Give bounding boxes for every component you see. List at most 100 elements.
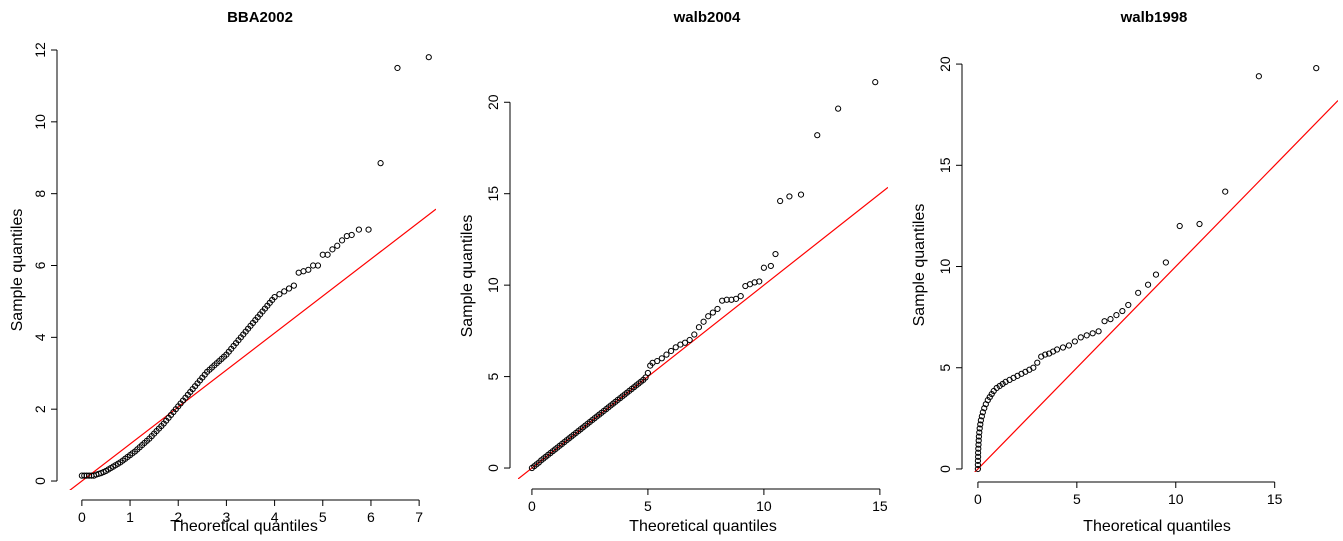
x-tick-label: 15 — [1267, 491, 1283, 507]
data-point — [737, 293, 744, 300]
data-point — [975, 441, 982, 448]
data-point — [681, 339, 689, 346]
data-point — [1083, 332, 1090, 339]
data-point — [305, 266, 312, 273]
x-tick-label: 10 — [756, 498, 772, 514]
data-point — [772, 250, 779, 258]
data-point — [1119, 307, 1126, 315]
data-point — [767, 262, 774, 270]
y-axis-label: Sample quantiles — [911, 204, 928, 327]
y-tick-label: 6 — [32, 261, 48, 269]
data-point — [705, 313, 712, 320]
data-point — [974, 465, 982, 473]
data-point — [975, 453, 982, 460]
data-point — [1176, 222, 1183, 230]
data-point — [290, 282, 297, 289]
data-point — [700, 318, 707, 325]
data-point — [672, 344, 679, 351]
data-point — [691, 331, 698, 338]
y-tick-label: 15 — [937, 157, 953, 173]
data-point — [975, 437, 982, 444]
data-point — [314, 262, 322, 269]
x-tick-label: 2 — [174, 509, 182, 525]
x-tick-label: 1 — [126, 509, 134, 525]
y-axis-label: Sample quantiles — [459, 215, 476, 338]
data-point — [979, 409, 986, 416]
data-point — [872, 79, 879, 86]
y-tick-label: 4 — [32, 333, 48, 341]
data-point — [644, 369, 652, 377]
data-point — [723, 296, 730, 303]
data-point — [1065, 342, 1073, 349]
data-point — [1059, 344, 1067, 351]
y-tick-label: 15 — [485, 186, 501, 202]
x-tick-label: 0 — [78, 509, 86, 525]
x-tick-label: 5 — [644, 498, 652, 514]
data-point — [1313, 65, 1320, 72]
data-point — [1196, 220, 1203, 228]
data-point — [814, 132, 821, 139]
data-point — [394, 64, 401, 72]
data-point — [1071, 338, 1078, 345]
x-tick-label: 7 — [415, 509, 423, 525]
y-tick-label: 5 — [937, 364, 953, 372]
data-point — [285, 285, 293, 292]
data-point — [658, 355, 665, 362]
x-tick-label: 10 — [1168, 491, 1184, 507]
y-tick-label: 0 — [485, 464, 501, 472]
data-point — [835, 105, 842, 112]
data-point — [777, 197, 784, 205]
data-point — [686, 336, 693, 344]
y-tick-label: 2 — [32, 405, 48, 413]
x-tick-label: 0 — [528, 498, 536, 514]
data-point — [977, 421, 984, 428]
data-point — [1222, 188, 1229, 195]
data-point — [975, 449, 982, 456]
qq-panel-3: walb1998 0 5 10 15 0 5 10 15 20 Theoretical quanti… — [911, 9, 1338, 535]
data-point — [1255, 73, 1262, 80]
y-tick-label: 0 — [32, 477, 48, 485]
data-point — [271, 294, 278, 301]
data-point — [977, 417, 984, 424]
data-point — [1030, 364, 1037, 371]
data-point — [1135, 289, 1142, 296]
data-point — [1089, 330, 1096, 337]
data-points — [528, 79, 879, 472]
data-point — [329, 246, 336, 253]
y-tick-label: 12 — [32, 42, 48, 58]
data-point — [797, 191, 805, 198]
reference-line — [69, 208, 436, 490]
data-point — [981, 405, 988, 412]
data-point — [1077, 334, 1084, 341]
y-tick-label: 20 — [937, 56, 953, 72]
data-point — [663, 351, 670, 358]
y-tick-label: 10 — [485, 277, 501, 293]
data-point — [338, 237, 346, 244]
data-point — [1162, 259, 1169, 266]
data-point — [1125, 301, 1132, 309]
y-tick-label: 10 — [32, 114, 48, 130]
y-tick-label: 0 — [937, 465, 953, 473]
data-point — [756, 278, 763, 285]
data-point — [1095, 328, 1102, 335]
reference-line — [518, 186, 888, 479]
y-tick-label: 8 — [32, 190, 48, 198]
data-point — [975, 445, 982, 452]
data-point — [976, 425, 983, 432]
x-tick-label: 3 — [223, 509, 231, 525]
data-point — [709, 309, 716, 316]
reference-line — [974, 100, 1338, 472]
x-tick-label: 0 — [974, 491, 982, 507]
data-point — [695, 324, 703, 331]
x-tick-label: 5 — [319, 509, 327, 525]
data-point — [975, 433, 983, 440]
data-point — [974, 457, 982, 464]
chart-title: BBA2002 — [227, 9, 293, 26]
data-point — [355, 226, 363, 233]
y-tick-label: 5 — [485, 372, 501, 380]
data-point — [654, 357, 661, 365]
data-points — [974, 65, 1320, 473]
data-point — [1101, 318, 1108, 325]
